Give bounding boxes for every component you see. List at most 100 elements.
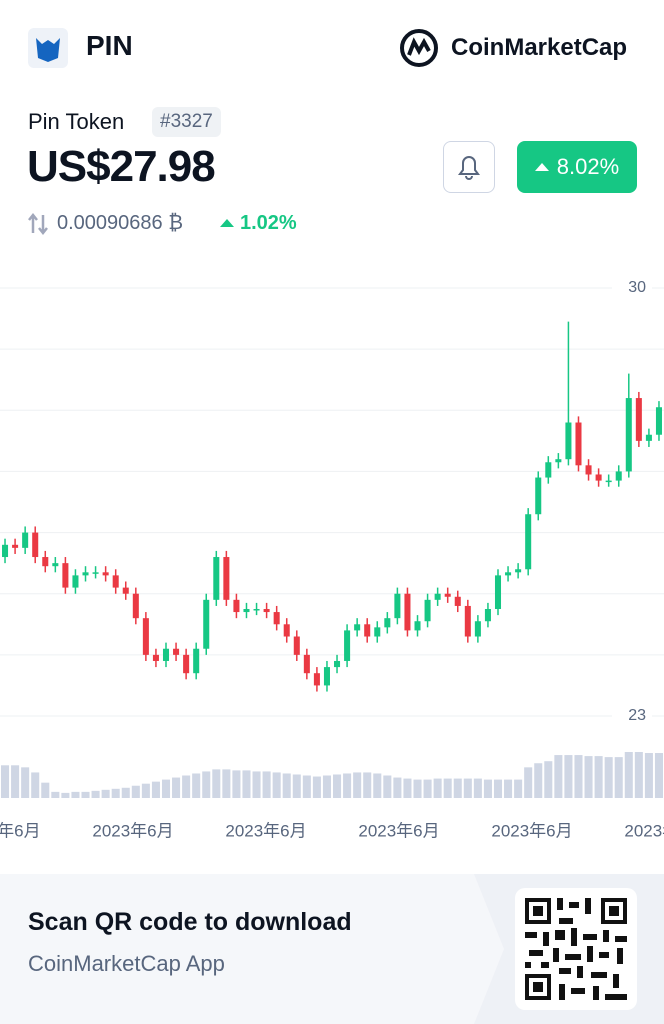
candle-body (213, 557, 220, 600)
candle-body (132, 593, 139, 619)
candle-body (233, 599, 240, 613)
volume-bar (302, 775, 311, 798)
footer-subtitle: CoinMarketCap App (28, 951, 225, 976)
volume-bar (574, 755, 583, 798)
volume-bar (353, 772, 362, 798)
candle-body (494, 575, 502, 609)
chart: 23 30 2023年6月 2023年6月 2023年6月 2023年6月 2023年6月 2… (0, 278, 664, 840)
volume-bar (554, 755, 563, 798)
candle-body (22, 532, 29, 548)
candle-body (152, 654, 159, 661)
volume-bar (71, 791, 80, 798)
candle-body (303, 654, 310, 674)
candle-body (645, 434, 652, 441)
btc-change: 1.02% (240, 212, 297, 234)
volume-bar (393, 777, 402, 798)
candle-body (112, 575, 119, 588)
brand-name: CoinMarketCap (451, 34, 628, 61)
candle-body (565, 422, 572, 460)
candle-body (102, 572, 109, 576)
volume-bar (31, 772, 40, 798)
volume-bar (604, 757, 613, 798)
candle-body (323, 667, 330, 686)
candle-body (595, 474, 602, 481)
volume-bar (252, 771, 261, 798)
candle-body (615, 471, 622, 481)
volume-bar (161, 779, 171, 798)
candle-body (414, 621, 421, 631)
volume-bar (172, 777, 181, 798)
volume-bar (473, 778, 482, 798)
x-tick-label: 2023年6月 (92, 821, 173, 840)
volume-bar (272, 772, 281, 798)
volume-bar (463, 778, 472, 798)
volume-bar (504, 779, 513, 798)
candle-body (374, 627, 381, 637)
volume-bar (101, 789, 110, 798)
volume-bar (373, 773, 382, 798)
volume-bar (423, 779, 432, 798)
candle-body (162, 648, 170, 661)
volume-bar (131, 785, 140, 798)
volume-bar (282, 773, 291, 798)
candle-body (334, 660, 341, 668)
candle-body (183, 654, 190, 674)
candle-body (484, 609, 491, 622)
volume-bar (151, 781, 160, 798)
candle-body (92, 572, 99, 574)
volume-bar (292, 774, 301, 798)
volume-bar (564, 755, 573, 798)
volume-bar (433, 778, 442, 798)
volume-bar (222, 769, 231, 798)
volume-bar (534, 763, 543, 798)
volume-bar (343, 773, 352, 798)
volume-bar (624, 752, 633, 798)
candle-body (545, 462, 552, 478)
change-badge: 8.02% (517, 141, 637, 193)
volume-bar (11, 765, 20, 798)
volume-bar (61, 792, 70, 798)
y-tick-bg (612, 278, 652, 298)
volume-bar (403, 778, 412, 798)
y-tick-bg (612, 706, 652, 726)
candle-body (142, 618, 149, 655)
volume-bar (514, 779, 523, 798)
volume-bar (383, 775, 392, 798)
candle-body (293, 636, 300, 655)
candle-body (243, 609, 250, 613)
volume-bar (493, 779, 503, 798)
bell-icon (458, 156, 480, 180)
volume-bar (242, 770, 251, 798)
volume-bar (413, 779, 422, 798)
volume-bar (232, 770, 241, 798)
x-tick-label: 2023年6月 (491, 821, 572, 840)
volume-bar (322, 775, 331, 798)
token-name: Pin Token (28, 109, 125, 134)
brand-logo (400, 29, 438, 67)
candle-body (625, 398, 632, 472)
candle-body (585, 465, 592, 475)
volume-bar (51, 791, 60, 798)
candle-body (12, 544, 19, 548)
candle-body (2, 544, 9, 558)
volume-bar (614, 757, 623, 798)
candle-body (535, 477, 542, 515)
volume-bar (81, 791, 90, 798)
candle-body (424, 599, 431, 622)
candle-body (122, 587, 129, 594)
rank-badge: #3327 (152, 107, 221, 137)
candle-body (42, 557, 49, 567)
x-tick-label: 2023年6月 (358, 821, 439, 840)
footer-title: Scan QR code to download (28, 908, 352, 936)
y-tick-label: 23 (628, 707, 646, 724)
token-logo (28, 28, 68, 68)
alert-button[interactable] (443, 141, 495, 193)
candle-body (263, 609, 270, 613)
volume-bar (212, 769, 221, 798)
price: US$27.98 (27, 142, 216, 191)
qr-code (515, 888, 637, 1010)
x-tick-label: 2023年6月 (624, 821, 664, 840)
volume-bar (644, 753, 653, 798)
